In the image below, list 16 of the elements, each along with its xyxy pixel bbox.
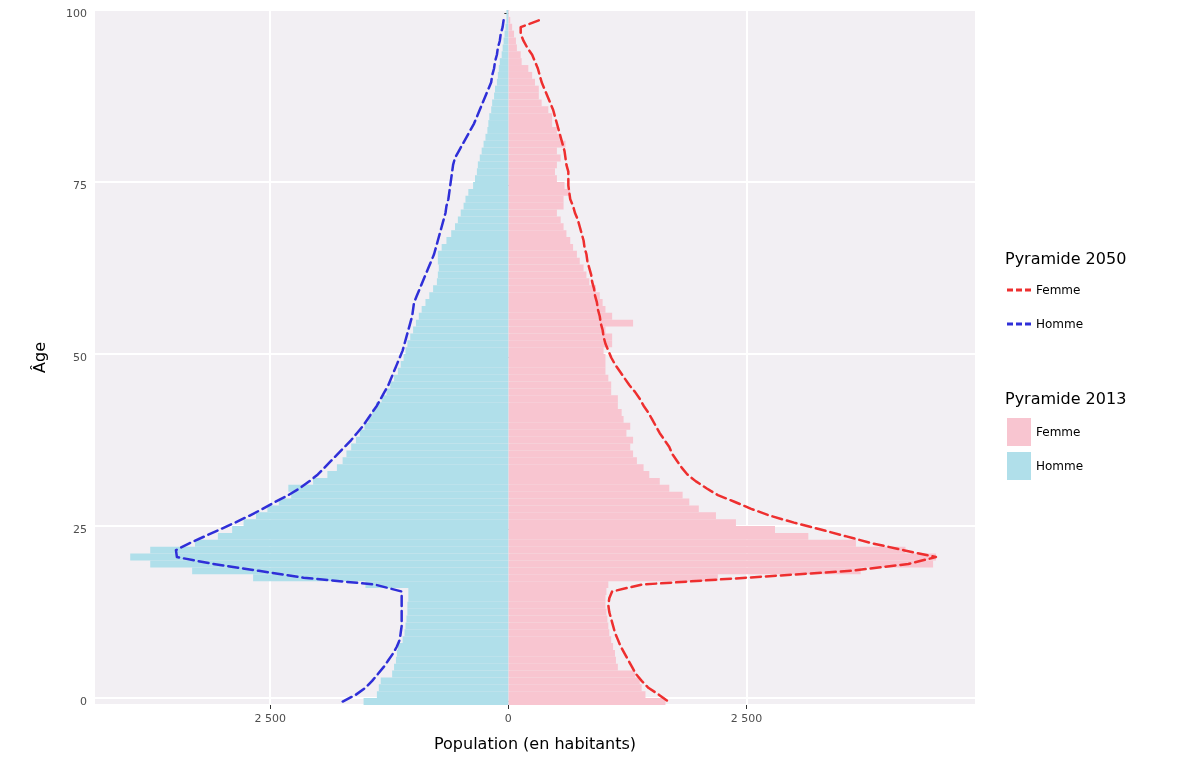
y-tick-label: 75 [73,178,87,192]
x-tick-label: 2 500 [730,712,763,725]
y-tick-label: 0 [80,695,87,709]
x-tick-label: 2 500 [254,712,286,725]
y-axis-title: Âge [29,342,49,373]
legend-label: Homme [1036,317,1084,331]
x-tick-label: 0 [504,712,512,725]
y-tick-label: 50 [73,351,87,364]
legend-label: Homme [1036,459,1084,473]
y-tick-label: 100 [66,6,87,20]
y-tick-label: 25 [73,523,87,537]
legend-title: Pyramide 2050 [1005,248,1127,268]
legend-label: Femme [1036,283,1081,297]
text: Pyramide 2013 [1005,388,1127,408]
x-axis-title: Population (en habitants) [433,733,637,753]
legend-label: Femme [1036,425,1081,439]
